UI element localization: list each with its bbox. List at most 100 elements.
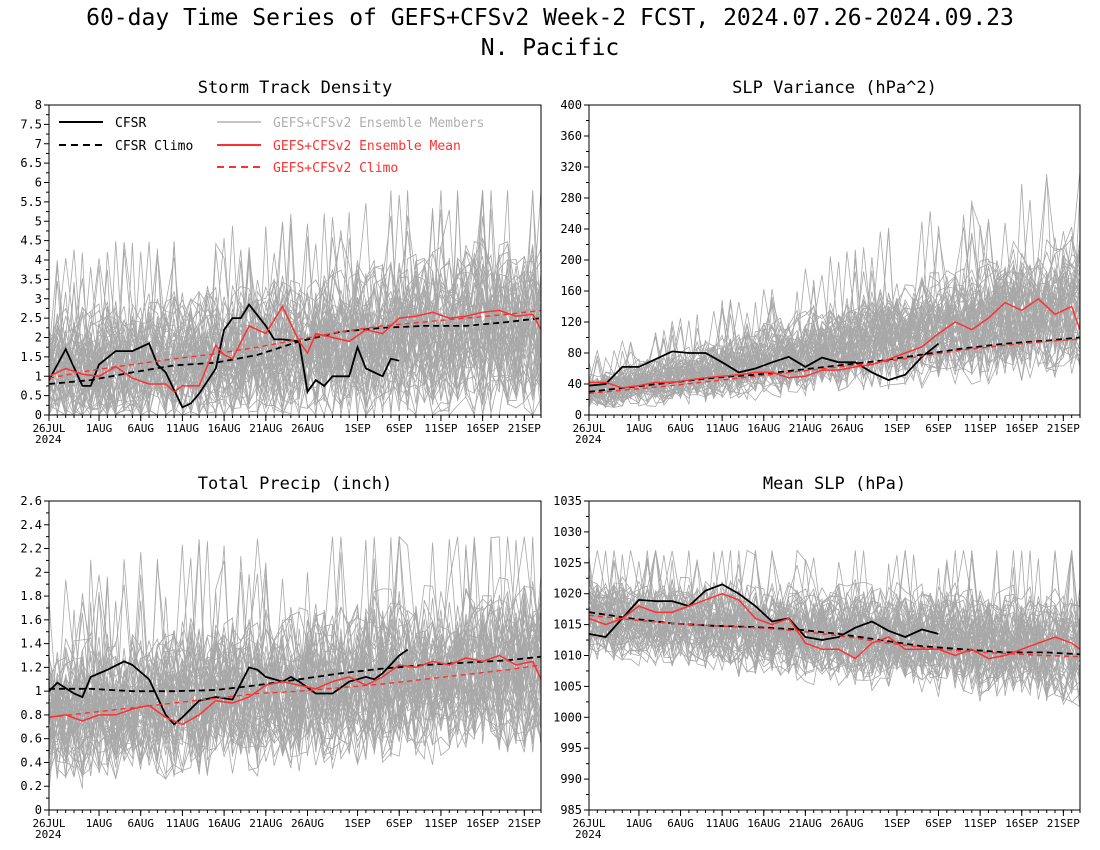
legend-label: CFSR [115,116,146,131]
legend-label: CFSR Climo [115,139,193,154]
y-tick-label: 1005 [553,679,582,693]
x-tick-label: 16SEP [1005,817,1038,830]
y-tick-label: 80 [568,346,582,360]
y-tick-label: 280 [560,191,582,205]
x-tick-label: 21SEP [1047,817,1080,830]
ensemble-member-line [589,567,1080,703]
ensemble-member-line [589,586,1080,669]
cfsr-line [49,303,400,409]
ensemble-member-line [49,295,541,411]
ensemble-member-line [49,250,541,415]
y-tick-label: 5.5 [20,195,42,209]
x-tick-label: 16AUG [747,817,780,830]
y-tick-label: 1.6 [20,613,42,627]
x-tick-label: 21AUG [249,817,282,830]
ensemble-member-line [589,295,1080,409]
x-tick-label: 1SEP [884,817,911,830]
x-tick-label: 16SEP [466,817,499,830]
y-tick-label: 1 [35,684,42,698]
panel-title: SLP Variance (hPa^2) [732,78,937,98]
y-tick-label: 1 [35,369,42,383]
ensemble-members [49,190,541,415]
x-year-label: 2024 [575,828,602,841]
ensemble-member-line [49,293,541,415]
y-tick-label: 2 [35,565,42,579]
y-tick-label: 8 [35,98,42,112]
panel-title: Total Precip (inch) [198,474,392,494]
y-tick-label: 7 [35,137,42,151]
x-tick-label: 21AUG [789,422,822,435]
y-tick-label: 990 [560,772,582,786]
ensemble-mean-line [49,304,541,393]
y-tick-label: 1030 [553,525,582,539]
ensemble-member-line [49,559,541,773]
ensemble-member-line [589,578,1080,657]
y-tick-label: 3.5 [20,272,42,286]
chart-panel: 0 40 80 120 160 200 240 280 320 360 400 26JUL 1AUG 6A… [560,78,1081,446]
ensemble-member-line [49,190,541,411]
ensemble-member-line [589,550,1080,680]
ensemble-member-line [589,262,1080,398]
y-tick-label: 4 [35,253,42,267]
x-tick-label: 26AUG [830,422,863,435]
x-tick-label: 1AUG [626,422,653,435]
x-tick-label: 6SEP [386,817,413,830]
x-tick-label: 1AUG [626,817,653,830]
ensemble-member-line [49,322,541,415]
x-year-label: 2024 [35,433,62,446]
x-tick-label: 6SEP [925,422,952,435]
ensemble-member-line [49,536,541,772]
ensemble-member-line [589,231,1080,401]
y-tick-label: 1.4 [20,637,42,651]
x-tick-label: 26JUL [572,422,605,435]
x-tick-label: 26AUG [291,817,324,830]
y-tick-label: 320 [560,160,582,174]
y-tick-label: 6 [35,176,42,190]
y-tick-label: 1020 [553,587,582,601]
ensemble-member-line [589,550,1080,698]
x-tick-label: 26AUG [830,817,863,830]
gefs-climo-line [589,338,1080,394]
y-tick-label: 0 [575,408,582,422]
gefs-climo-line [49,664,541,718]
ensemble-member-line [589,282,1080,408]
x-tick-label: 11AUG [166,817,199,830]
x-tick-label: 6SEP [925,817,952,830]
ensemble-mean-line [589,592,1080,660]
y-tick-label: 7.5 [20,117,42,131]
y-tick-label: 985 [560,803,582,817]
y-tick-label: 1015 [553,618,582,632]
ensemble-member-line [49,190,541,415]
x-tick-label: 6SEP [386,422,413,435]
ensemble-member-line [49,202,541,386]
x-tick-label: 1SEP [344,817,371,830]
x-tick-label: 6AUG [127,422,154,435]
ensemble-member-line [49,545,541,723]
legend: CFSR CFSR Climo GEFS+CFSv2 Ensemble Member… [59,116,484,176]
x-tick-label: 21SEP [508,817,541,830]
y-tick-label: 0.5 [20,389,42,403]
y-tick-label: 120 [560,315,582,329]
ensemble-member-line [49,536,541,725]
y-tick-label: 2.4 [20,518,42,532]
ensemble-member-line [589,560,1080,697]
cfsr-line [589,342,940,387]
y-tick-label: 3 [35,292,42,306]
x-tick-label: 21AUG [789,817,822,830]
chart-panel: 985 990 995 1000 1005 1010 1015 1020 1025 1030 103… [553,474,1081,841]
y-tick-label: 4.5 [20,234,42,248]
ensemble-member-line [589,279,1080,402]
y-tick-label: 2 [35,331,42,345]
ensemble-member-line [49,260,541,407]
x-tick-label: 6AUG [667,422,694,435]
ensemble-mean-line [49,654,541,726]
x-tick-label: 26JUL [32,817,65,830]
y-tick-label: 1.8 [20,589,42,603]
y-tick-label: 360 [560,129,582,143]
ensemble-member-line [589,550,1080,707]
x-tick-label: 26JUL [32,422,65,435]
x-tick-label: 11SEP [964,422,997,435]
ensemble-member-line [49,564,541,728]
panel-title: Storm Track Density [198,78,392,98]
